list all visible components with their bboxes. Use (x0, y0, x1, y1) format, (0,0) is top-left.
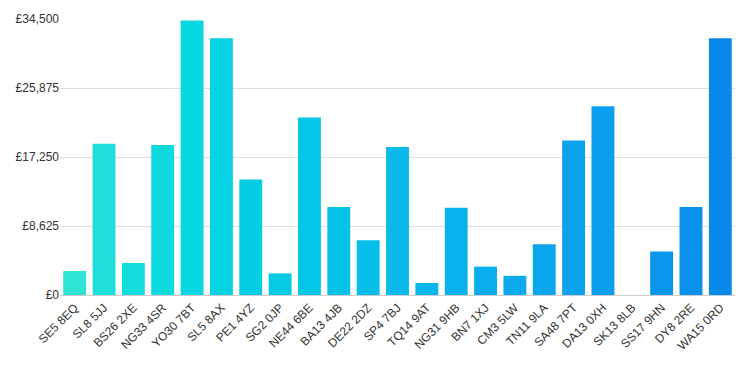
svg-text:NE44 6BE: NE44 6BE (266, 301, 316, 351)
svg-text:BA13 4JB: BA13 4JB (298, 301, 346, 349)
svg-text:YO30 7BT: YO30 7BT (149, 300, 199, 350)
svg-text:TQ14 9AT: TQ14 9AT (385, 300, 434, 349)
svg-text:SG2 0JP: SG2 0JP (243, 301, 287, 345)
svg-text:SK13 8LB: SK13 8LB (591, 301, 639, 349)
svg-text:£25,875: £25,875 (16, 81, 60, 95)
svg-text:TN11 9LA: TN11 9LA (503, 301, 550, 348)
svg-text:BN7 1XJ: BN7 1XJ (449, 301, 492, 344)
svg-text:SL8 5JJ: SL8 5JJ (70, 301, 111, 342)
svg-text:DY8 2RE: DY8 2RE (652, 301, 697, 346)
svg-text:PE1 4YZ: PE1 4YZ (213, 301, 257, 345)
svg-text:SL5 8AX: SL5 8AX (184, 301, 227, 344)
svg-text:£8,625: £8,625 (22, 219, 59, 233)
svg-text:£0: £0 (46, 288, 60, 302)
svg-text:NG33 4SR: NG33 4SR (118, 301, 169, 352)
svg-text:£17,250: £17,250 (16, 150, 60, 164)
svg-text:NG31 9HB: NG31 9HB (412, 301, 463, 352)
svg-text:SP4 7BJ: SP4 7BJ (361, 301, 404, 344)
svg-text:SS17 9HN: SS17 9HN (618, 301, 668, 351)
svg-text:DE22 2DZ: DE22 2DZ (325, 301, 375, 351)
svg-text:WA15 0RD: WA15 0RD (675, 301, 727, 353)
svg-text:SE5 8EQ: SE5 8EQ (36, 301, 81, 346)
svg-text:BS26 2XE: BS26 2XE (91, 301, 140, 350)
svg-text:CM3 5LW: CM3 5LW (474, 300, 521, 347)
svg-text:DA13 0XH: DA13 0XH (559, 301, 609, 351)
svg-text:£34,500: £34,500 (16, 12, 60, 26)
svg-text:SA48 7PT: SA48 7PT (531, 300, 580, 349)
